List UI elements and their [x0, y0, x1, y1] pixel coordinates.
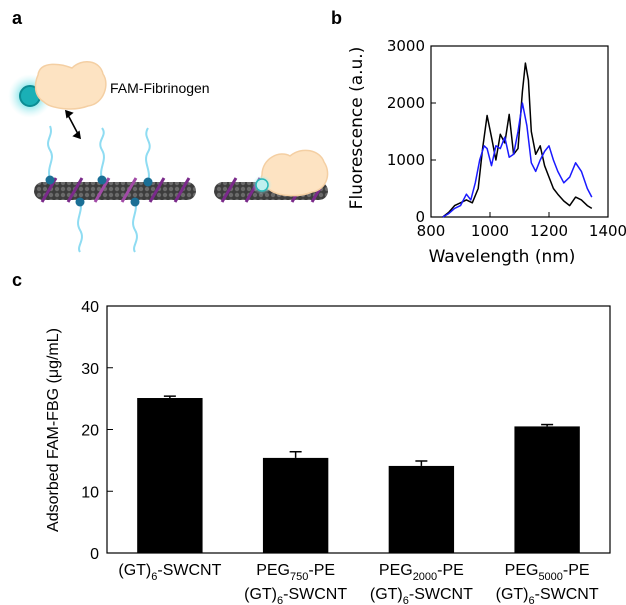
category-text: PEG — [505, 562, 539, 579]
category-text: -PE — [308, 562, 335, 579]
bar-y-tick-label: 20 — [81, 423, 99, 440]
category-text: -SWCNT — [409, 586, 473, 603]
spectrum-y-axis-label: Fluorescence (a.u.) — [347, 47, 367, 210]
category-text: -SWCNT — [535, 586, 599, 603]
bar-y-tick-label: 40 — [81, 299, 99, 316]
fam-fibrinogen-label: FAM-Fibrinogen — [110, 80, 210, 96]
spectrum-y-tick-label: 0 — [415, 208, 425, 226]
category-text: PEG — [379, 562, 413, 579]
bar-category-label: PEG5000-PE — [505, 562, 590, 583]
bar-y-tick-label: 30 — [81, 361, 99, 378]
spectrum-y-tick-label: 1000 — [387, 151, 425, 169]
spectrum-x-tick-label: 1000 — [471, 222, 509, 240]
bar-y-tick-label: 10 — [81, 484, 99, 501]
spectrum-y-tick-label: 3000 — [387, 37, 425, 55]
fibrinogen-protein-icon — [34, 61, 107, 110]
category-text: -SWCNT — [283, 586, 347, 603]
bar-2 — [262, 457, 329, 553]
category-text: -PE — [563, 562, 590, 579]
category-text: -SWCNT — [157, 562, 221, 579]
spectrum-x-axis-label: Wavelength (nm) — [429, 247, 576, 267]
panel-c-letter: c — [12, 270, 23, 290]
panel-b-letter: b — [331, 8, 342, 28]
gt6-swcnt-illustration — [214, 149, 329, 203]
spectrum-x-tick-label: 800 — [417, 222, 446, 240]
spectrum-y-tick-label: 2000 — [387, 94, 425, 112]
bar-category-label: (GT)6-SWCNT — [244, 586, 347, 605]
category-text: (GT) — [118, 562, 151, 579]
category-subscript: 5000 — [538, 571, 562, 583]
bar-category-label: (GT)6-SWCNT — [118, 562, 221, 583]
panel-a-letter: a — [12, 8, 23, 28]
bar-y-tick-label: 0 — [90, 546, 99, 563]
bar-y-axis-label: Adsorbed FAM-FBG (μg/mL) — [45, 328, 62, 532]
fluorescence-spectrum-chart: 800 1000 1200 1400 0 1000 2000 3000 Fluorescenc… — [347, 37, 626, 267]
category-subscript: 6 — [529, 595, 535, 605]
category-text: PEG — [256, 562, 290, 579]
bar-3 — [388, 465, 455, 553]
spectrum-plot-frame — [430, 45, 609, 218]
category-text: -PE — [437, 562, 464, 579]
spectrum-x-tick-label: 1400 — [589, 222, 626, 240]
category-subscript: 6 — [403, 595, 409, 605]
category-text: (GT) — [370, 586, 403, 603]
category-subscript: 6 — [151, 571, 157, 583]
category-text: (GT) — [496, 586, 529, 603]
bar-4 — [514, 426, 580, 553]
interaction-arrow-icon — [64, 109, 82, 140]
spectrum-series-1-line — [442, 62, 593, 218]
bar-1 — [137, 398, 203, 553]
bar-category-label: PEG2000-PE — [379, 562, 464, 583]
schematic-diagram: FAM-Fibrinogen — [8, 61, 329, 253]
spectrum-x-tick-label: 1200 — [530, 222, 568, 240]
bar-category-label: PEG750-PE — [256, 562, 335, 583]
bar-category-label: (GT)6-SWCNT — [370, 586, 473, 605]
bar-category-label: (GT)6-SWCNT — [496, 586, 599, 605]
category-text: (GT) — [244, 586, 277, 603]
category-subscript: 2000 — [413, 571, 437, 583]
spectrum-series-2-line — [442, 102, 593, 218]
category-subscript: 6 — [277, 595, 283, 605]
category-subscript: 750 — [290, 571, 308, 583]
peg-swcnt-illustration — [34, 125, 196, 253]
